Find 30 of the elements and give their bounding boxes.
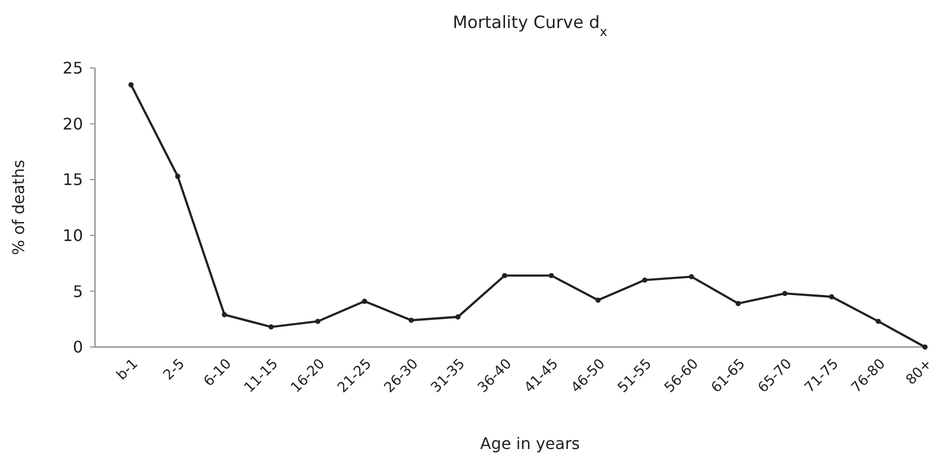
point (548, 272, 554, 278)
point (642, 277, 648, 283)
point (175, 174, 180, 179)
point (876, 318, 881, 324)
x-tick-label: 80+ (903, 356, 936, 388)
point (595, 298, 601, 303)
point (455, 314, 461, 320)
point (268, 324, 274, 330)
y-axis-title: % of deaths (9, 160, 28, 256)
point (828, 294, 834, 300)
y-tick-label: 0 (72, 338, 83, 357)
x-tick-label: 2-5 (160, 356, 188, 384)
point (736, 300, 741, 306)
y-tick-label: 5 (72, 282, 83, 301)
point (688, 274, 694, 280)
y-tick-label: 10 (62, 226, 83, 245)
point (502, 272, 508, 278)
point (128, 82, 134, 88)
point (315, 318, 320, 324)
y-tick-label: 20 (62, 114, 83, 134)
x-tick-label: b-1 (114, 356, 142, 384)
x-axis-title: Age in years (480, 434, 580, 453)
point (782, 290, 788, 296)
point (362, 298, 368, 304)
point (408, 318, 414, 323)
point (222, 312, 228, 318)
chart-title: Mortality Curve d$_{x}$ (452, 13, 608, 40)
y-tick-label: 25 (62, 58, 83, 78)
point (922, 344, 928, 350)
y-tick-label: 15 (62, 170, 83, 190)
